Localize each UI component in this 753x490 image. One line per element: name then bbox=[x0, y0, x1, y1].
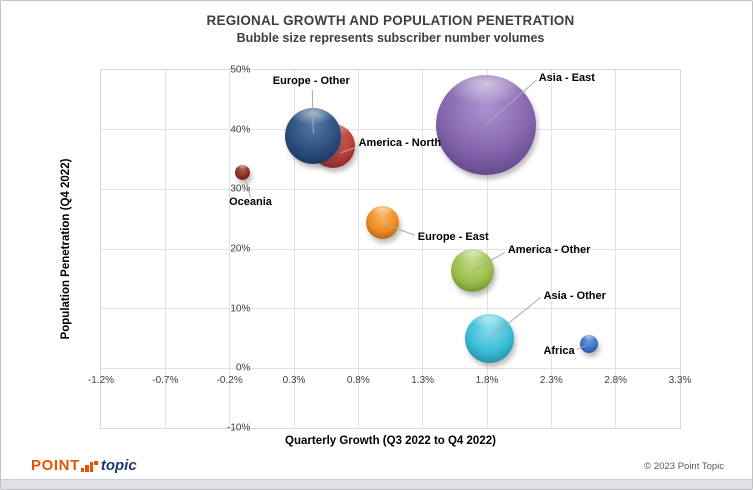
bubble-label-asia-east: Asia - East bbox=[538, 71, 595, 84]
x-tick-label: -0.7% bbox=[152, 375, 179, 387]
y-tick-label: 20% bbox=[230, 243, 251, 255]
bubble-label-africa: Africa bbox=[543, 345, 575, 358]
y-tick-label: 50% bbox=[230, 64, 251, 76]
bubble-africa[interactable] bbox=[579, 335, 598, 354]
y-tick-label: 30% bbox=[230, 183, 251, 195]
chart-subtitle: Bubble size represents subscriber number… bbox=[236, 31, 545, 45]
logo-bars-icon bbox=[80, 461, 98, 474]
horizontal-gridline bbox=[101, 129, 680, 131]
window-bottom-edge bbox=[1, 479, 752, 489]
bubble-label-america-north: America - North bbox=[358, 136, 442, 149]
y-tick-label: 10% bbox=[230, 303, 251, 315]
copyright-text: © 2023 Point Topic bbox=[644, 461, 724, 472]
bubble-asia-other[interactable] bbox=[465, 314, 515, 363]
x-tick-label: 0.8% bbox=[346, 375, 370, 387]
logo-point-text: POINT bbox=[31, 457, 80, 474]
bubble-europe-east[interactable] bbox=[366, 205, 400, 239]
plot-area: -1.2% -0.7% -0.2% 0.3% 0.8% 1.3% 1.8% 2.3% 2.8% 3… bbox=[88, 65, 691, 434]
x-tick-label: 1.8% bbox=[475, 375, 499, 387]
logo-topic-text: topic bbox=[100, 457, 137, 474]
chart-title-block: REGIONAL GROWTH AND POPULATION PENETRATI… bbox=[100, 12, 681, 47]
bubble-label-asia-other: Asia - Other bbox=[543, 289, 606, 302]
horizontal-gridline bbox=[101, 308, 680, 310]
y-tick-label: 0% bbox=[235, 362, 251, 374]
bubble-label-oceania: Oceania bbox=[229, 195, 272, 208]
x-tick-label: 0.3% bbox=[282, 375, 306, 387]
x-tick-label: -1.2% bbox=[87, 375, 115, 387]
bubble-america-other[interactable] bbox=[451, 248, 495, 292]
x-tick-label: 1.3% bbox=[411, 375, 435, 387]
bubble-asia-east[interactable] bbox=[435, 74, 536, 175]
y-tick-label: 40% bbox=[230, 124, 251, 136]
bubble-label-europe-other: Europe - Other bbox=[272, 74, 350, 87]
bubble-europe-other[interactable] bbox=[285, 107, 342, 164]
chart-title: REGIONAL GROWTH AND POPULATION PENETRATI… bbox=[206, 13, 575, 28]
x-tick-label: -0.2% bbox=[216, 375, 243, 387]
point-topic-logo[interactable]: POINT topic bbox=[31, 456, 137, 474]
horizontal-gridline bbox=[101, 248, 680, 250]
y-axis-title: Population Penetration (Q4 2022) bbox=[60, 158, 72, 340]
x-tick-label: 2.3% bbox=[539, 375, 563, 387]
bubble-oceania[interactable] bbox=[235, 165, 251, 181]
x-axis-title: Quarterly Growth (Q3 2022 to Q4 2022) bbox=[285, 435, 496, 447]
y-tick-label: -10% bbox=[227, 422, 251, 434]
x-tick-label: 3.3% bbox=[668, 375, 692, 387]
horizontal-gridline bbox=[101, 188, 680, 190]
bubble-label-america-other: America - Other bbox=[507, 244, 591, 257]
bubble-label-europe-east: Europe - East bbox=[417, 231, 489, 244]
x-tick-label: 2.8% bbox=[604, 375, 628, 387]
horizontal-gridline bbox=[101, 367, 680, 369]
